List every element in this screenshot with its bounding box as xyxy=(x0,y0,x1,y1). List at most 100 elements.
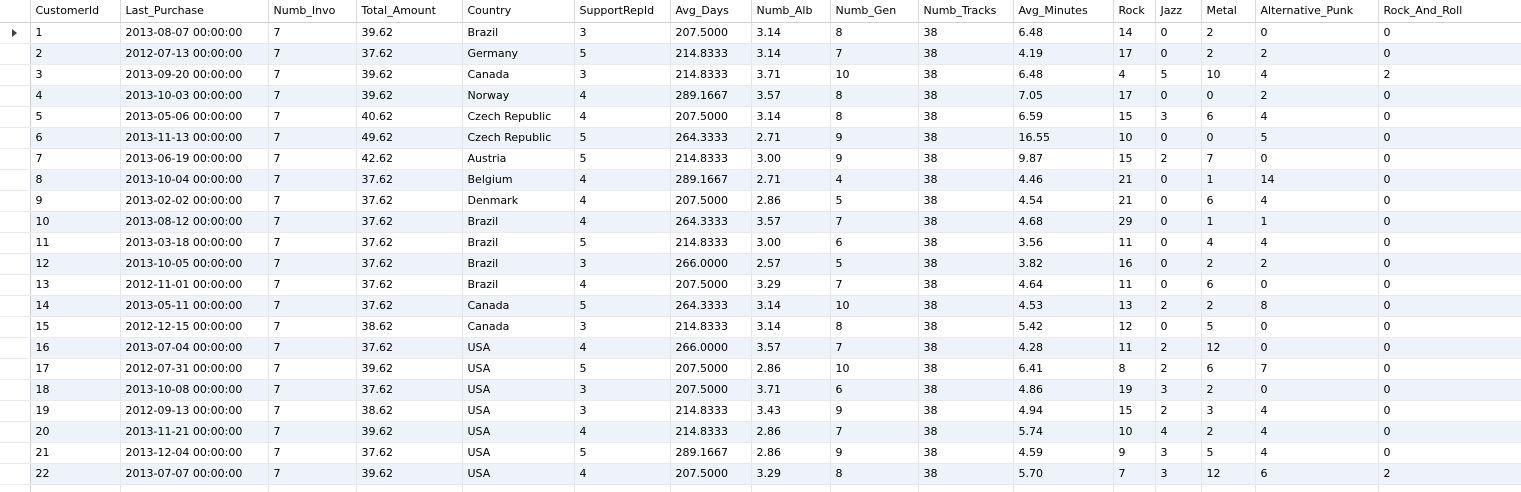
cell-numb-tracks[interactable]: 38 xyxy=(918,421,1014,443)
column-header-numb-invo[interactable]: Numb_Invo xyxy=(268,0,357,23)
cell-customerid[interactable]: 2 xyxy=(30,43,121,65)
cell-customerid[interactable]: 8 xyxy=(30,169,121,191)
cell-numb-invo[interactable]: 7 xyxy=(268,232,357,254)
cell-alternative-punk[interactable]: 4 xyxy=(1255,421,1379,443)
cell-jazz[interactable]: 0 xyxy=(1155,169,1202,191)
cell-supportrepid[interactable]: 4 xyxy=(574,169,671,191)
cell-supportrepid[interactable]: 3 xyxy=(574,22,671,44)
cell-numb-tracks[interactable]: 38 xyxy=(918,127,1014,149)
cell-jazz[interactable]: 2 xyxy=(1155,337,1202,359)
cell-country[interactable]: Canada xyxy=(462,64,575,86)
table-row[interactable]: 10 2013-08-12 00:00:00 7 37.62 Brazil 4 264.33… xyxy=(0,211,1521,233)
cell-rock[interactable]: 8 xyxy=(1113,358,1156,380)
cell-numb-invo[interactable]: 7 xyxy=(268,190,357,212)
column-header-rock[interactable]: Rock xyxy=(1113,0,1156,23)
cell-avg-days[interactable]: 214.8333 xyxy=(670,232,752,254)
cell-numb-alb[interactable]: 2.86 xyxy=(751,442,831,464)
row-selector[interactable] xyxy=(0,232,31,254)
cell-alternative-punk[interactable]: 2 xyxy=(1255,253,1379,275)
empty-cell[interactable] xyxy=(830,484,919,492)
cell-jazz[interactable]: 3 xyxy=(1155,379,1202,401)
cell-avg-days[interactable]: 214.8333 xyxy=(670,148,752,170)
cell-country[interactable]: Brazil xyxy=(462,274,575,296)
cell-total-amount[interactable]: 39.62 xyxy=(356,85,463,107)
cell-jazz[interactable]: 0 xyxy=(1155,211,1202,233)
column-header-total-amount[interactable]: Total_Amount xyxy=(356,0,463,23)
cell-total-amount[interactable]: 39.62 xyxy=(356,421,463,443)
cell-numb-tracks[interactable]: 38 xyxy=(918,442,1014,464)
cell-customerid[interactable]: 22 xyxy=(30,463,121,485)
cell-customerid[interactable]: 14 xyxy=(30,295,121,317)
row-selector[interactable] xyxy=(0,127,31,149)
cell-avg-days[interactable]: 266.0000 xyxy=(670,253,752,275)
cell-supportrepid[interactable]: 5 xyxy=(574,43,671,65)
cell-last-purchase[interactable]: 2013-07-04 00:00:00 xyxy=(120,337,269,359)
cell-rock-and-roll[interactable]: 2 xyxy=(1378,64,1521,86)
cell-avg-days[interactable]: 207.5000 xyxy=(670,379,752,401)
cell-supportrepid[interactable]: 5 xyxy=(574,295,671,317)
empty-cell[interactable] xyxy=(1013,484,1114,492)
cell-numb-gen[interactable]: 10 xyxy=(830,358,919,380)
cell-numb-tracks[interactable]: 38 xyxy=(918,358,1014,380)
cell-numb-alb[interactable]: 3.43 xyxy=(751,400,831,422)
cell-avg-minutes[interactable]: 5.74 xyxy=(1013,421,1114,443)
cell-total-amount[interactable]: 38.62 xyxy=(356,400,463,422)
row-selector[interactable] xyxy=(0,379,31,401)
cell-total-amount[interactable]: 40.62 xyxy=(356,106,463,128)
cell-avg-days[interactable]: 207.5000 xyxy=(670,190,752,212)
cell-country[interactable]: Czech Republic xyxy=(462,106,575,128)
cell-alternative-punk[interactable]: 4 xyxy=(1255,400,1379,422)
cell-numb-tracks[interactable]: 38 xyxy=(918,463,1014,485)
cell-country[interactable]: USA xyxy=(462,379,575,401)
cell-numb-invo[interactable]: 7 xyxy=(268,274,357,296)
cell-avg-days[interactable]: 214.8333 xyxy=(670,421,752,443)
cell-customerid[interactable]: 12 xyxy=(30,253,121,275)
cell-rock[interactable]: 13 xyxy=(1113,295,1156,317)
cell-alternative-punk[interactable]: 2 xyxy=(1255,85,1379,107)
cell-numb-alb[interactable]: 3.29 xyxy=(751,463,831,485)
cell-numb-gen[interactable]: 4 xyxy=(830,169,919,191)
cell-supportrepid[interactable]: 4 xyxy=(574,274,671,296)
cell-numb-invo[interactable]: 7 xyxy=(268,211,357,233)
cell-country[interactable]: Canada xyxy=(462,316,575,338)
cell-rock[interactable]: 21 xyxy=(1113,169,1156,191)
cell-alternative-punk[interactable]: 8 xyxy=(1255,295,1379,317)
cell-last-purchase[interactable]: 2013-10-04 00:00:00 xyxy=(120,169,269,191)
cell-metal[interactable]: 6 xyxy=(1201,358,1256,380)
cell-jazz[interactable]: 3 xyxy=(1155,106,1202,128)
empty-cell[interactable] xyxy=(462,484,575,492)
table-row[interactable]: 19 2012-09-13 00:00:00 7 38.62 USA 3 214.8333 3… xyxy=(0,400,1521,422)
cell-last-purchase[interactable]: 2013-10-05 00:00:00 xyxy=(120,253,269,275)
cell-supportrepid[interactable]: 5 xyxy=(574,358,671,380)
cell-country[interactable]: Brazil xyxy=(462,211,575,233)
table-row[interactable]: 13 2012-11-01 00:00:00 7 37.62 Brazil 4 207.50… xyxy=(0,274,1521,296)
cell-jazz[interactable]: 2 xyxy=(1155,295,1202,317)
cell-numb-tracks[interactable]: 38 xyxy=(918,400,1014,422)
cell-avg-days[interactable]: 264.3333 xyxy=(670,211,752,233)
cell-country[interactable]: Germany xyxy=(462,43,575,65)
cell-numb-gen[interactable]: 9 xyxy=(830,442,919,464)
cell-supportrepid[interactable]: 3 xyxy=(574,400,671,422)
cell-metal[interactable]: 5 xyxy=(1201,316,1256,338)
row-selector[interactable] xyxy=(0,400,31,422)
cell-customerid[interactable]: 3 xyxy=(30,64,121,86)
cell-last-purchase[interactable]: 2013-06-19 00:00:00 xyxy=(120,148,269,170)
cell-last-purchase[interactable]: 2013-02-02 00:00:00 xyxy=(120,190,269,212)
cell-avg-minutes[interactable]: 5.70 xyxy=(1013,463,1114,485)
cell-numb-invo[interactable]: 7 xyxy=(268,85,357,107)
cell-numb-alb[interactable]: 3.57 xyxy=(751,85,831,107)
cell-alternative-punk[interactable]: 1 xyxy=(1255,211,1379,233)
cell-rock-and-roll[interactable]: 0 xyxy=(1378,148,1521,170)
cell-total-amount[interactable]: 37.62 xyxy=(356,43,463,65)
cell-country[interactable]: USA xyxy=(462,463,575,485)
cell-country[interactable]: USA xyxy=(462,421,575,443)
cell-avg-minutes[interactable]: 4.59 xyxy=(1013,442,1114,464)
table-row[interactable]: 8 2013-10-04 00:00:00 7 37.62 Belgium 4 289.16… xyxy=(0,169,1521,191)
cell-avg-minutes[interactable]: 4.19 xyxy=(1013,43,1114,65)
cell-rock-and-roll[interactable]: 0 xyxy=(1378,379,1521,401)
cell-metal[interactable]: 1 xyxy=(1201,211,1256,233)
empty-cell[interactable] xyxy=(1255,484,1379,492)
cell-numb-invo[interactable]: 7 xyxy=(268,421,357,443)
cell-country[interactable]: Denmark xyxy=(462,190,575,212)
